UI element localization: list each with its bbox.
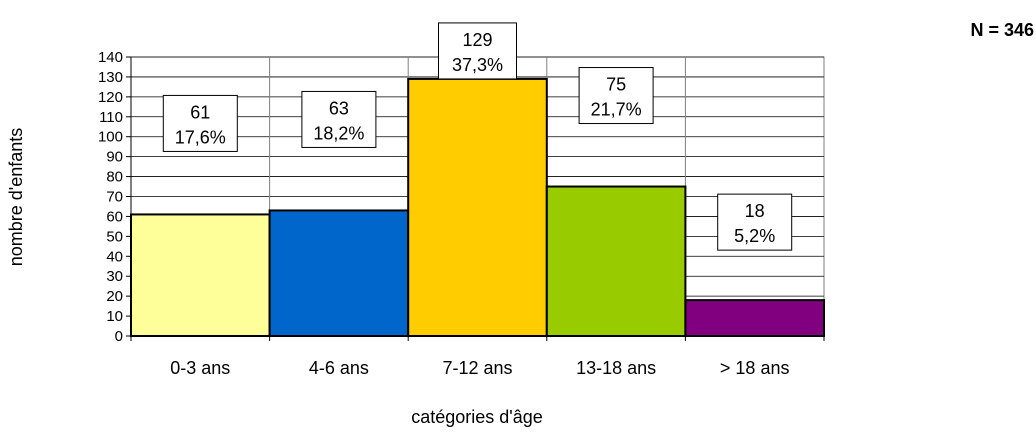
data-label-percent: 18,2% — [313, 123, 364, 143]
data-label-value: 75 — [606, 75, 626, 95]
data-label-box — [301, 90, 377, 148]
sample-size-label: N = 346 — [970, 20, 1034, 40]
data-label-box — [438, 22, 517, 80]
data-label-value: 61 — [190, 102, 210, 122]
y-tick-label: 0 — [115, 328, 123, 345]
y-tick-label: 20 — [106, 288, 123, 305]
data-label-value: 129 — [462, 30, 492, 50]
y-tick-label: 60 — [106, 208, 123, 225]
bar — [684, 299, 826, 337]
y-tick-label: 80 — [106, 169, 123, 186]
x-tick-label: 0-3 ans — [170, 358, 230, 378]
data-label-box — [162, 94, 238, 152]
data-label-box — [578, 67, 654, 125]
y-tick-label: 120 — [98, 89, 123, 106]
bars — [130, 77, 826, 338]
y-tick-label: 110 — [99, 109, 123, 126]
data-label-value: 63 — [329, 98, 349, 118]
y-tick-label: 50 — [106, 228, 123, 245]
y-tick-label: 30 — [106, 268, 123, 285]
y-axis-label: nombre d'enfants — [6, 128, 26, 267]
data-labels: 61 17,6% 63 18,2% 129 37,3% 75 21,7% 18 5,2% — [162, 22, 793, 251]
bar — [545, 185, 687, 337]
x-tick-label: 13-18 ans — [576, 358, 656, 378]
data-label-box — [717, 193, 793, 251]
x-axis-label: catégories d'âge — [411, 407, 543, 427]
y-tick-label: 70 — [106, 189, 123, 206]
bar — [268, 209, 410, 337]
x-tick-label: > 18 ans — [720, 358, 790, 378]
bar — [130, 213, 271, 337]
data-label-percent: 21,7% — [591, 100, 642, 120]
data-label-value: 18 — [745, 201, 765, 221]
y-tick-label: 90 — [106, 149, 123, 166]
y-tick-label: 100 — [98, 129, 123, 146]
x-tick-label: 4-6 ans — [309, 358, 369, 378]
y-tick-label: 40 — [106, 248, 123, 265]
data-label-percent: 17,6% — [175, 127, 226, 147]
axes: 0 10 20 30 40 50 60 70 80 90 100 110 120 130 140 0-3 an… — [98, 49, 825, 378]
y-tick-label: 140 — [98, 49, 123, 66]
data-label-percent: 37,3% — [452, 55, 503, 75]
bar — [407, 77, 548, 338]
y-tick-label: 130 — [98, 69, 123, 86]
x-tick-label: 7-12 ans — [442, 358, 512, 378]
data-label-percent: 5,2% — [734, 226, 775, 246]
y-tick-label: 10 — [106, 308, 123, 325]
